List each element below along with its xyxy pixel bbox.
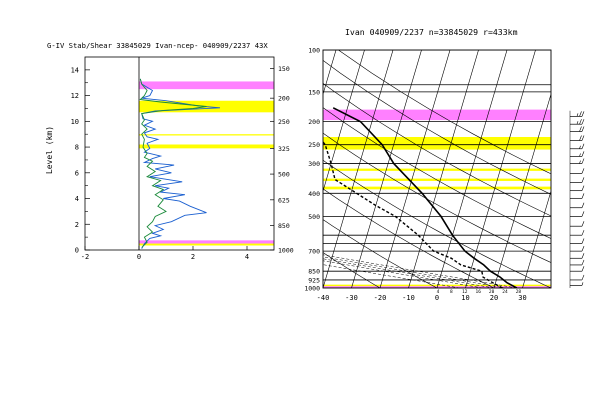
y-tick-label: 8 (75, 144, 79, 152)
wind-barb-column (570, 111, 584, 288)
wind-barb-half-flag (580, 146, 581, 149)
pressure-tick-label: 850 (278, 222, 290, 230)
pressure-tick-label: 1000 (304, 285, 320, 293)
pressure-tick-label: 700 (308, 248, 320, 256)
highlight-band (323, 137, 551, 150)
x-tick-label: 20 (490, 294, 498, 302)
wind-barb-flag (582, 135, 584, 140)
highlight-band (323, 169, 551, 171)
pressure-tick-label: 850 (308, 268, 320, 276)
wind-barb-flag (582, 168, 584, 173)
y-tick-label: 12 (71, 92, 79, 100)
wind-barb-half-flag (580, 161, 581, 164)
pressure-tick-label: 925 (308, 276, 320, 284)
wind-barb-flag (582, 260, 584, 265)
wind-barb-flag (582, 186, 584, 191)
pressure-tick-label: 325 (278, 145, 290, 153)
y-tick-label: 6 (75, 169, 79, 177)
mixing-ratio-label: 8 (450, 289, 453, 295)
left-chart-title: G-IV Stab/Shear 33845029 Ivan-ncep- 0409… (47, 41, 268, 50)
isotherm-line (551, 50, 602, 288)
wind-barb-flag (580, 126, 582, 131)
pressure-tick-label: 400 (308, 190, 320, 198)
wind-barb-flag (582, 144, 584, 149)
highlight-band (139, 144, 274, 148)
wind-barb-flag (582, 230, 584, 235)
pressure-tick-label: 500 (278, 171, 290, 179)
wind-barb-flag (582, 159, 584, 164)
x-tick-label: -30 (345, 294, 358, 302)
skew-t-plot-area (0, 50, 602, 288)
wind-barb-flag (582, 119, 584, 124)
mixing-ratio-label: 20 (489, 289, 495, 295)
pressure-tick-label: 500 (308, 213, 320, 221)
pressure-tick-label: 150 (278, 65, 290, 73)
wind-barb-flag (582, 193, 584, 198)
x-tick-label: -40 (317, 294, 330, 302)
wind-barb-flag (580, 135, 582, 140)
wind-barb-flag (580, 119, 582, 124)
x-tick-label: 0 (435, 294, 439, 302)
wind-barb-half-flag (577, 121, 578, 124)
x-tick-label: 0 (137, 253, 141, 261)
y-tick-label: 4 (75, 195, 79, 203)
wind-barb-flag (582, 221, 584, 226)
wind-barb-flag (582, 275, 584, 280)
sounding-figure: G-IV Stab/Shear 33845029 Ivan-ncep- 0409… (0, 0, 602, 400)
x-tick-label: 2 (191, 253, 195, 261)
wind-barb-half-flag (582, 282, 583, 285)
highlight-band (139, 240, 274, 243)
highlight-band (139, 244, 274, 246)
wind-barb-flag (582, 246, 584, 251)
x-tick-label: -2 (81, 253, 89, 261)
wind-barb-half-flag (580, 153, 581, 156)
mixing-ratio-label: 24 (502, 289, 508, 295)
wind-barb-flag (582, 253, 584, 258)
wind-barb-flag (582, 111, 584, 116)
highlight-band (323, 187, 551, 190)
mixing-ratio-label: 28 (516, 289, 522, 295)
pressure-tick-label: 300 (308, 160, 320, 168)
wind-barb-flag (582, 238, 584, 243)
pressure-tick-label: 1000 (278, 247, 294, 255)
left-y-axis-label: Level (km) (45, 126, 54, 174)
pressure-tick-label: 250 (308, 141, 320, 149)
highlight-band (323, 110, 551, 120)
x-tick-label: -10 (402, 294, 415, 302)
wind-barb-flag (582, 211, 584, 216)
x-tick-label: 10 (461, 294, 469, 302)
pressure-tick-label: 150 (308, 88, 320, 96)
isotherm-line (580, 50, 602, 288)
pressure-tick-label: 625 (278, 196, 290, 204)
y-tick-label: 10 (71, 118, 79, 126)
wind-barb-flag (582, 177, 584, 182)
highlight-band (139, 81, 274, 89)
mixing-ratio-label: 4 (437, 289, 440, 295)
wind-barb-flag (582, 203, 584, 208)
x-tick-label: -20 (374, 294, 387, 302)
wind-barb-flag (582, 126, 584, 131)
wind-barb-flag (582, 151, 584, 156)
x-tick-label: 4 (245, 253, 249, 261)
wind-barb-half-flag (577, 113, 578, 116)
highlight-band (323, 285, 551, 287)
y-tick-label: 14 (71, 66, 79, 74)
mixing-ratio-label: 12 (462, 289, 468, 295)
pressure-tick-label: 250 (278, 118, 290, 126)
figure-canvas: G-IV Stab/Shear 33845029 Ivan-ncep- 0409… (0, 0, 602, 400)
y-tick-label: 0 (75, 247, 79, 255)
pressure-tick-label: 200 (308, 118, 320, 126)
right-chart-title: Ivan 040909/2237 n=33845029 r=433km (345, 27, 518, 37)
highlight-band (139, 134, 274, 135)
pressure-tick-label: 200 (278, 95, 290, 103)
y-tick-label: 2 (75, 221, 79, 229)
wind-barb-flag (582, 266, 584, 271)
pressure-tick-label: 100 (308, 47, 320, 55)
x-tick-label: 30 (518, 294, 526, 302)
mixing-ratio-label: 16 (475, 289, 481, 295)
wind-barb-flag (580, 111, 582, 116)
